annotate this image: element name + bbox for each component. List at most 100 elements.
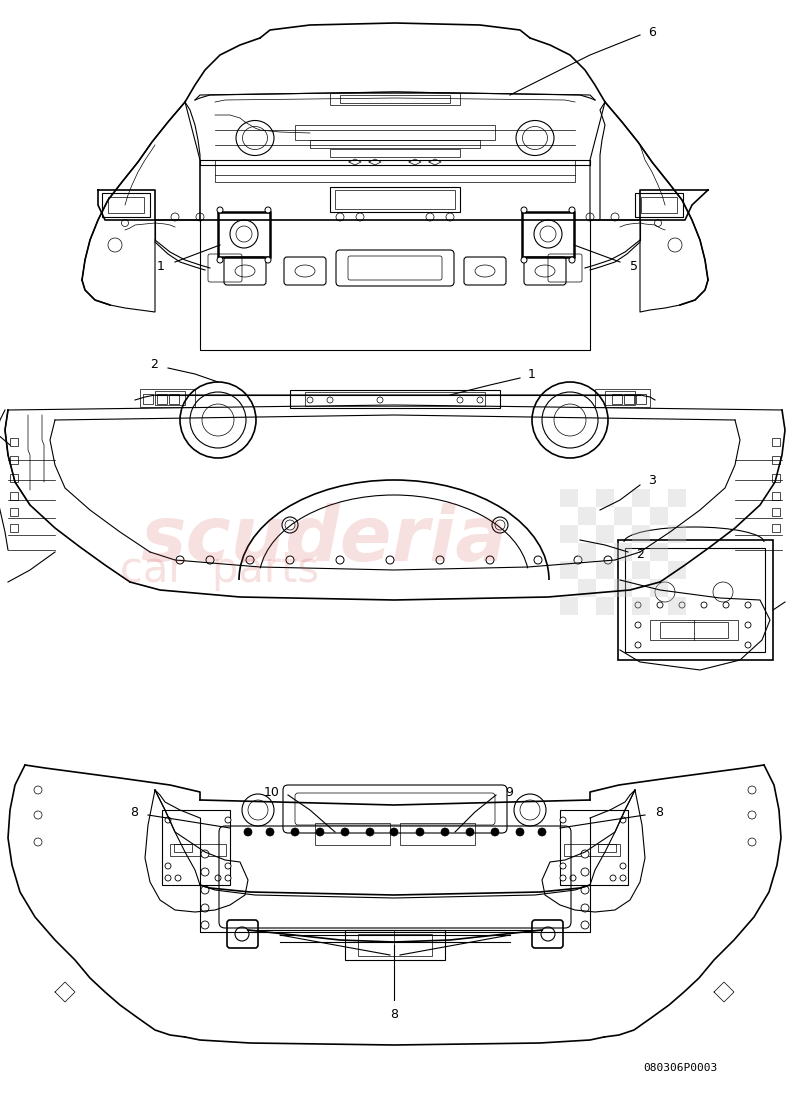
Circle shape [620,817,626,823]
Circle shape [581,921,589,929]
Bar [772,492,780,500]
Circle shape [486,556,494,564]
Text: 1: 1 [528,368,536,382]
Bar [560,561,578,579]
Bar [650,507,668,525]
Circle shape [266,828,274,836]
Bar [635,192,683,217]
Circle shape [265,257,271,263]
Circle shape [679,602,685,608]
Circle shape [570,874,576,881]
Text: 8: 8 [655,806,663,820]
Bar [772,508,780,516]
Text: 10: 10 [264,785,280,799]
Text: 2: 2 [636,549,644,561]
Bar [636,394,646,404]
Circle shape [745,621,751,628]
Bar [143,394,153,404]
Bar [305,392,485,406]
Circle shape [341,828,349,836]
Circle shape [620,864,626,869]
Bar [10,438,18,446]
Text: 7: 7 [788,594,789,606]
Bar [578,579,596,597]
Circle shape [466,828,474,836]
Bar [330,94,460,104]
Bar [595,389,650,407]
Bar [162,810,230,886]
Circle shape [244,828,252,836]
Bar [668,597,686,615]
Circle shape [581,886,589,894]
Circle shape [581,904,589,912]
Circle shape [416,828,424,836]
Circle shape [217,257,223,263]
Circle shape [366,828,374,836]
Bar [560,490,578,507]
Circle shape [286,556,294,564]
Bar [560,810,628,886]
Circle shape [635,602,641,608]
Circle shape [201,868,209,876]
Circle shape [175,874,181,881]
Text: 9: 9 [505,785,513,799]
Circle shape [217,207,223,213]
Bar [772,438,780,446]
Circle shape [225,874,231,881]
Circle shape [581,850,589,858]
Bar [772,474,780,482]
Circle shape [201,886,209,894]
Bar [10,456,18,464]
Circle shape [215,874,221,881]
Bar [10,492,18,500]
Bar [641,197,677,213]
Circle shape [201,921,209,929]
Circle shape [165,864,171,869]
Bar [522,212,574,257]
Bar [618,540,773,660]
Bar [157,394,167,404]
Bar [578,543,596,561]
Circle shape [538,828,546,836]
Bar [170,844,226,856]
Circle shape [620,874,626,881]
Bar [310,140,480,148]
Circle shape [560,864,566,869]
Bar [315,823,390,845]
Bar [564,844,620,856]
Bar [614,543,632,561]
Bar [330,187,460,212]
Circle shape [745,602,751,608]
Bar [155,390,185,405]
Circle shape [176,556,184,564]
Circle shape [386,556,394,564]
Circle shape [225,817,231,823]
Text: 3: 3 [648,473,656,486]
Circle shape [574,556,582,564]
Text: 6: 6 [648,25,656,39]
Bar [335,190,455,209]
Bar [10,474,18,482]
Circle shape [581,868,589,876]
Circle shape [516,828,524,836]
Circle shape [316,828,324,836]
Bar [400,823,475,845]
Circle shape [534,556,542,564]
Text: 5: 5 [630,260,638,273]
Bar [358,934,432,956]
Bar [10,524,18,532]
Bar [632,597,650,615]
Circle shape [201,904,209,912]
Bar [169,394,179,404]
Bar [596,561,614,579]
Bar [668,561,686,579]
Bar [632,490,650,507]
Text: 8: 8 [130,806,138,820]
Bar [340,95,450,103]
Circle shape [201,850,209,858]
Circle shape [723,602,729,608]
Text: 080306P0003: 080306P0003 [643,1063,717,1072]
Text: car  parts: car parts [120,549,319,591]
Bar [598,844,616,852]
Bar [614,579,632,597]
